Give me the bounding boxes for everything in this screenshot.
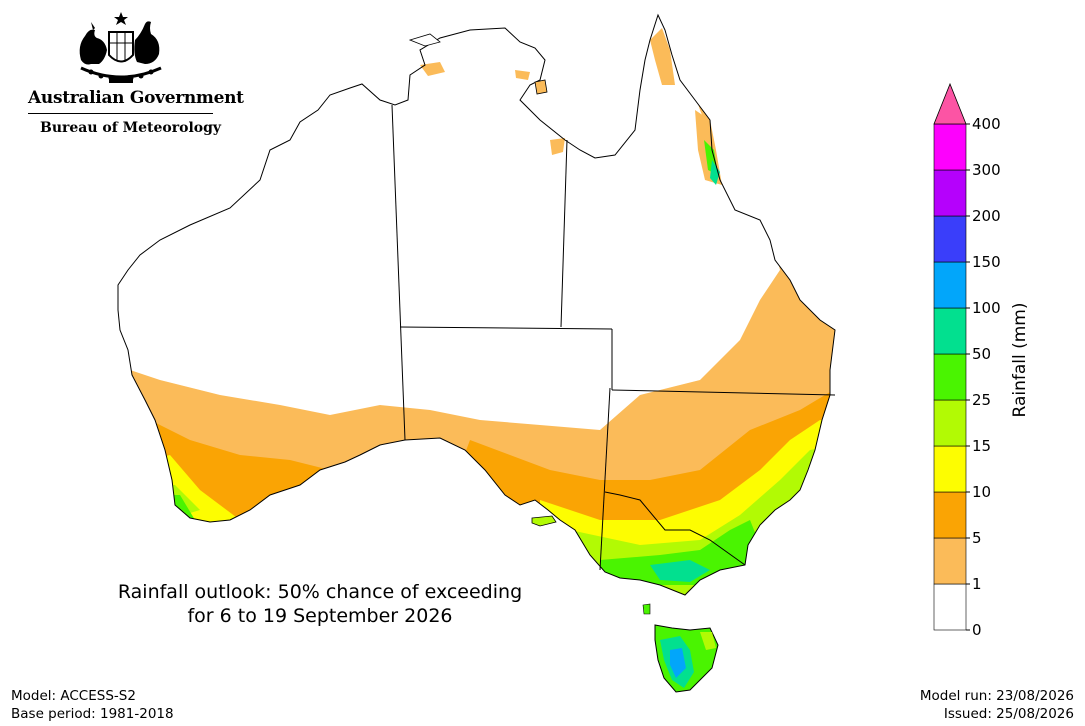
colorbar-segment (933, 399, 967, 447)
colorbar-segment (933, 583, 967, 631)
model-run-label: Model run: 23/08/2026 (919, 688, 1074, 704)
colorbar-tick-label: 0 (972, 621, 982, 639)
base-period-label: Base period: 1981-2018 (11, 706, 174, 722)
footer-right: Model run: 23/08/2026 Issued: 25/08/2026 (920, 687, 1074, 723)
colorbar-label: Rainfall (mm) (1010, 303, 1030, 418)
colorbar-tick-label: 400 (972, 115, 1001, 133)
colorbar-tick-label: 1 (972, 575, 982, 593)
colorbar-tick-label: 5 (972, 529, 982, 547)
map-title: Rainfall outlook: 50% chance of exceedin… (60, 580, 580, 628)
colorbar-segment (933, 537, 967, 585)
map-title-line1: Rainfall outlook: 50% chance of exceedin… (117, 581, 523, 603)
colorbar-segment (933, 261, 967, 309)
colorbar-tick-label: 50 (972, 345, 991, 363)
colorbar-segment (933, 353, 967, 401)
logo-divider (28, 113, 213, 114)
model-label: Model: ACCESS-S2 (11, 688, 136, 704)
colorbar-segment (933, 445, 967, 493)
colorbar-tick-label: 200 (972, 207, 1001, 225)
government-name: Australian Government (28, 88, 244, 108)
colorbar-tick-label: 300 (972, 161, 1001, 179)
colorbar-segment (933, 215, 967, 263)
colorbar-tick-label: 10 (972, 483, 991, 501)
colorbar-segment (933, 307, 967, 355)
bom-logo: Australian Government Bureau of Meteorol… (26, 10, 244, 140)
colorbar-segment (933, 169, 967, 217)
colorbar-extend-triangle (933, 82, 967, 125)
agency-name: Bureau of Meteorology (40, 120, 222, 136)
colorbar-tick-label: 150 (972, 253, 1001, 271)
coat-of-arms-icon (79, 12, 162, 83)
map-title-line2: for 6 to 19 September 2026 (187, 605, 453, 627)
issued-label: Issued: 25/08/2026 (943, 706, 1074, 722)
colorbar-tick-label: 100 (972, 299, 1001, 317)
footer-left: Model: ACCESS-S2 Base period: 1981-2018 (11, 687, 174, 723)
colorbar-segment (933, 491, 967, 539)
colorbar-tick-label: 15 (972, 437, 991, 455)
colorbar-segment (933, 123, 967, 171)
colorbar-tick-label: 25 (972, 391, 991, 409)
